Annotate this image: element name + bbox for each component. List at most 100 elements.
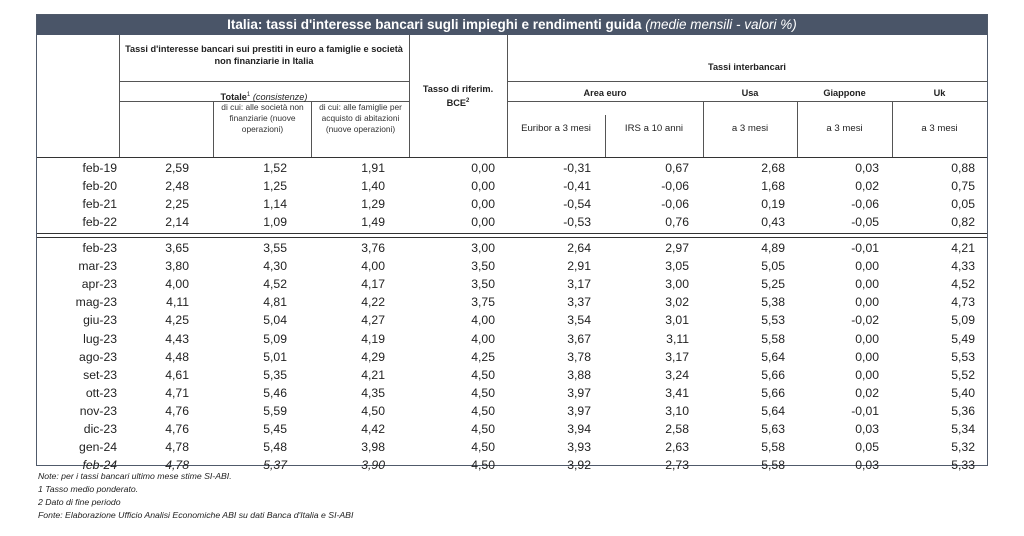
cell-usa: 5,58 — [761, 458, 785, 473]
cell-euribor: 3,97 — [567, 385, 591, 400]
cell-giappone: 0,02 — [855, 179, 879, 194]
cell-famiglie: 4,21 — [361, 367, 385, 382]
table-row: set-23 4,61 5,35 4,21 4,50 3,88 3,24 5,66 0,00 5,… — [37, 366, 987, 384]
table-row: feb-24 4,78 5,37 3,90 4,50 3,92 2,73 5,58 0,03 5,… — [37, 456, 987, 474]
cell-irs: 0,76 — [665, 215, 689, 230]
cell-uk: 0,75 — [951, 179, 975, 194]
cell-totale: 2,14 — [165, 215, 189, 230]
cell-mese: feb-23 — [82, 241, 117, 255]
grid-line — [507, 81, 987, 82]
cell-giappone: -0,01 — [851, 403, 879, 418]
table-row: ago-23 4,48 5,01 4,29 4,25 3,78 3,17 5,64 0,00 5,… — [37, 348, 987, 366]
cell-uk: 5,52 — [951, 367, 975, 382]
header-giappone-sub: a 3 mesi — [826, 123, 863, 134]
cell-uk: 4,73 — [951, 295, 975, 310]
cell-bce: 4,25 — [471, 349, 495, 364]
cell-bce: 3,50 — [471, 259, 495, 274]
cell-mese: feb-19 — [82, 161, 117, 175]
cell-societa: 5,45 — [263, 422, 287, 436]
cell-uk: 4,21 — [951, 241, 975, 255]
title-main: Italia: tassi d'interesse bancari sugli … — [227, 17, 642, 32]
cell-uk: 5,36 — [951, 403, 975, 418]
table-notes: Note: per i tassi bancari ultimo mese st… — [38, 470, 353, 522]
cell-societa: 5,09 — [263, 331, 287, 346]
cell-bce: 0,00 — [471, 197, 495, 212]
cell-usa: 5,64 — [761, 403, 785, 418]
cell-mese: feb-21 — [82, 197, 117, 212]
cell-famiglie: 4,35 — [361, 385, 385, 400]
header-uk-sub: a 3 mesi — [921, 123, 958, 134]
cell-mese: dic-23 — [83, 422, 117, 436]
cell-bce: 3,75 — [471, 295, 495, 310]
cell-usa: 2,68 — [761, 161, 785, 175]
cell-uk: 4,52 — [951, 277, 975, 292]
grid-line — [119, 35, 120, 157]
cell-mese: feb-20 — [82, 179, 117, 194]
cell-bce: 0,00 — [471, 161, 495, 175]
cell-uk: 5,40 — [951, 385, 975, 400]
cell-giappone: 0,03 — [855, 161, 879, 175]
table-row: giu-23 4,25 5,04 4,27 4,00 3,54 3,01 5,53 -0,02 5… — [37, 311, 987, 329]
cell-mese: feb-24 — [82, 458, 117, 473]
grid-line — [507, 35, 508, 157]
note-line: 2 Dato di fine periodo — [38, 497, 121, 507]
cell-giappone: -0,01 — [851, 241, 879, 255]
cell-mese: ago-23 — [79, 349, 117, 364]
cell-totale: 2,59 — [165, 161, 189, 175]
header-euribor: Euribor a 3 mesi — [521, 123, 591, 134]
cell-totale: 4,61 — [165, 367, 189, 382]
cell-irs: -0,06 — [661, 197, 689, 212]
cell-euribor: 3,97 — [567, 403, 591, 418]
cell-usa: 0,43 — [761, 215, 785, 230]
cell-societa: 4,30 — [263, 259, 287, 274]
cell-euribor: 3,37 — [567, 295, 591, 310]
cell-societa: 4,52 — [263, 277, 287, 292]
cell-usa: 5,38 — [761, 295, 785, 310]
title-suffix: (medie mensili - valori %) — [645, 17, 797, 32]
cell-usa: 1,68 — [761, 179, 785, 194]
cell-famiglie: 4,50 — [361, 403, 385, 418]
header-di-cui-famiglie: di cui: alle famiglie per acquisto di ab… — [319, 102, 402, 134]
cell-giappone: 0,00 — [855, 277, 879, 292]
cell-usa: 0,19 — [761, 197, 785, 212]
cell-giappone: 0,03 — [855, 458, 879, 473]
cell-irs: 2,58 — [665, 422, 689, 436]
header-usa-sub: a 3 mesi — [731, 123, 769, 134]
cell-famiglie: 3,90 — [361, 458, 385, 473]
cell-usa: 5,66 — [761, 367, 785, 382]
cell-famiglie: 4,29 — [361, 349, 385, 364]
cell-uk: 5,33 — [951, 458, 975, 473]
grid-line — [119, 81, 409, 82]
cell-totale: 4,00 — [165, 277, 189, 292]
table-row: feb-21 2,25 1,14 1,29 0,00 -0,54 -0,06 0,19 -0,0… — [37, 195, 987, 213]
table-title: Italia: tassi d'interesse bancari sugli … — [37, 15, 987, 35]
cell-giappone: 0,00 — [855, 367, 879, 382]
cell-societa: 5,37 — [263, 458, 287, 473]
cell-giappone: -0,06 — [851, 197, 879, 212]
cell-societa: 4,81 — [263, 295, 287, 310]
cell-usa: 4,89 — [761, 241, 785, 255]
table-row: feb-19 2,59 1,52 1,91 0,00 -0,31 0,67 2,68 0,03 0… — [37, 159, 987, 177]
cell-bce: 4,50 — [471, 403, 495, 418]
cell-irs: 3,01 — [665, 313, 689, 328]
cell-irs: 3,17 — [665, 349, 689, 364]
cell-usa: 5,63 — [761, 422, 785, 436]
cell-mese: gen-24 — [79, 440, 117, 455]
header-tassi-interbancari: Tassi interbancari — [708, 62, 786, 72]
cell-irs: 3,24 — [665, 367, 689, 382]
header-totale: Totale1 (consistenze) — [220, 92, 308, 103]
cell-mese: giu-23 — [83, 313, 117, 328]
cell-uk: 4,33 — [951, 259, 975, 274]
table-row: dic-23 4,76 5,45 4,42 4,50 3,94 2,58 5,63 0,03 5,… — [37, 420, 987, 438]
cell-totale: 4,76 — [165, 422, 189, 436]
cell-uk: 5,34 — [951, 422, 975, 436]
cell-irs: 3,05 — [665, 259, 689, 274]
header-giappone: Giappone — [823, 88, 866, 98]
cell-giappone: -0,05 — [851, 215, 879, 230]
cell-bce: 4,50 — [471, 422, 495, 436]
cell-irs: 3,00 — [665, 277, 689, 292]
cell-uk: 0,05 — [951, 197, 975, 212]
cell-famiglie: 3,98 — [361, 440, 385, 455]
header-tasso-riferimento: Tasso di riferim. BCE2 — [422, 84, 494, 109]
cell-totale: 3,80 — [165, 259, 189, 274]
